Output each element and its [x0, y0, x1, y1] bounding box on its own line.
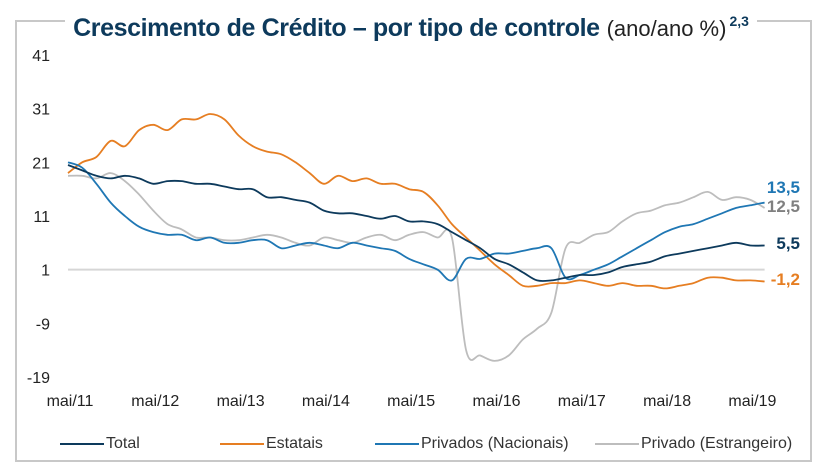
- x-tick-label: mai/14: [302, 393, 350, 410]
- y-tick-label: 31: [32, 102, 50, 119]
- x-tick-label: mai/16: [472, 393, 520, 410]
- legend-item-privados-nacionais: Privados (Nacionais): [375, 435, 595, 453]
- chart-title-footnote: 2,3: [729, 13, 749, 29]
- end-label-total: 5,5: [776, 234, 800, 253]
- legend-item-privado-estrangeiro: Privado (Estrangeiro): [595, 435, 792, 453]
- chart-title-unit: (ano/ano %): [606, 16, 727, 41]
- legend-label-privado-estrangeiro: Privado (Estrangeiro): [641, 435, 793, 452]
- y-tick-label: 21: [32, 155, 50, 172]
- x-tick-label: mai/13: [217, 393, 265, 410]
- legend-item-total: Total: [60, 435, 220, 453]
- x-tick-label: mai/12: [131, 393, 179, 410]
- y-tick-label: -9: [36, 316, 50, 333]
- legend-swatch-total: [60, 443, 104, 445]
- legend: Total Estatais Privados (Nacionais) Priv…: [60, 432, 800, 456]
- end-label-estatais: -1,2: [771, 270, 800, 289]
- series-line-privados-nacionais: [67, 161, 765, 282]
- legend-label-privados-nacionais: Privados (Nacionais): [421, 435, 569, 452]
- series-line-total: [67, 164, 765, 282]
- legend-item-estatais: Estatais: [220, 435, 375, 453]
- x-tick-label: mai/11: [47, 393, 94, 410]
- title-wrap: Crescimento de Crédito – por tipo de con…: [0, 0, 822, 42]
- end-label-privados-nacionais: 13,5: [767, 178, 800, 197]
- legend-swatch-estatais: [220, 443, 264, 445]
- series-line-estatais: [67, 113, 765, 290]
- y-tick-label: 11: [33, 209, 50, 226]
- chart-title-main: Crescimento de Crédito – por tipo de con…: [73, 14, 600, 42]
- legend-label-total: Total: [106, 435, 140, 452]
- legend-swatch-privado-estrangeiro: [595, 443, 639, 445]
- chart-title: Crescimento de Crédito – por tipo de con…: [65, 5, 757, 42]
- x-tick-label: mai/19: [728, 393, 776, 410]
- x-tick-label: mai/17: [558, 393, 606, 410]
- legend-label-estatais: Estatais: [266, 435, 323, 452]
- y-tick-label: 1: [41, 263, 50, 280]
- y-tick-label: 41: [32, 48, 50, 65]
- x-tick-label: mai/15: [387, 393, 435, 410]
- x-tick-label: mai/18: [643, 393, 691, 410]
- legend-swatch-privados-nacionais: [375, 443, 419, 445]
- y-tick-label: -19: [27, 370, 50, 387]
- end-label-privado-estrangeiro: 12,5: [767, 197, 800, 216]
- series-line-privado-estrangeiro: [67, 172, 766, 362]
